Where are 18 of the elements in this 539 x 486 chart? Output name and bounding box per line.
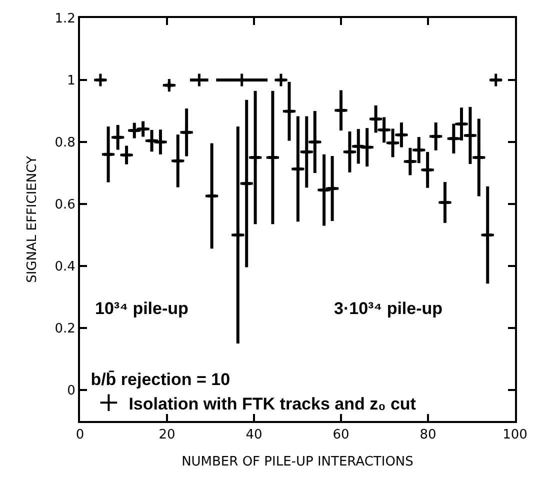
y-tick-label: 1.2 bbox=[54, 12, 76, 27]
x-axis-title: NUMBER OF PILE-UP INTERACTIONS bbox=[182, 454, 414, 470]
y-axis-title: SIGNAL EFFICIENCY bbox=[25, 156, 40, 283]
y-tick-label: 0.6 bbox=[54, 198, 76, 213]
annotation: 3·10³⁴ pile-up bbox=[334, 299, 443, 318]
x-tick-label: 80 bbox=[420, 428, 436, 443]
y-tick-label: 0.8 bbox=[54, 136, 76, 151]
legend-label: Isolation with FTK tracks and z₀ cut bbox=[128, 394, 416, 414]
y-tick-label: 1 bbox=[67, 74, 76, 89]
x-tick-label: 20 bbox=[158, 428, 176, 443]
annotation: 10³⁴ pile-up bbox=[95, 299, 188, 318]
y-tick-label: 0.2 bbox=[54, 322, 76, 337]
x-tick-label: 100 bbox=[502, 428, 528, 443]
legend-title: b/b̄ rejection = 10 bbox=[90, 370, 230, 390]
x-tick-label: 60 bbox=[332, 428, 350, 443]
x-tick-label: 40 bbox=[246, 428, 262, 443]
y-tick-label: 0.4 bbox=[54, 260, 76, 275]
y-tick-label: 0 bbox=[67, 384, 76, 399]
